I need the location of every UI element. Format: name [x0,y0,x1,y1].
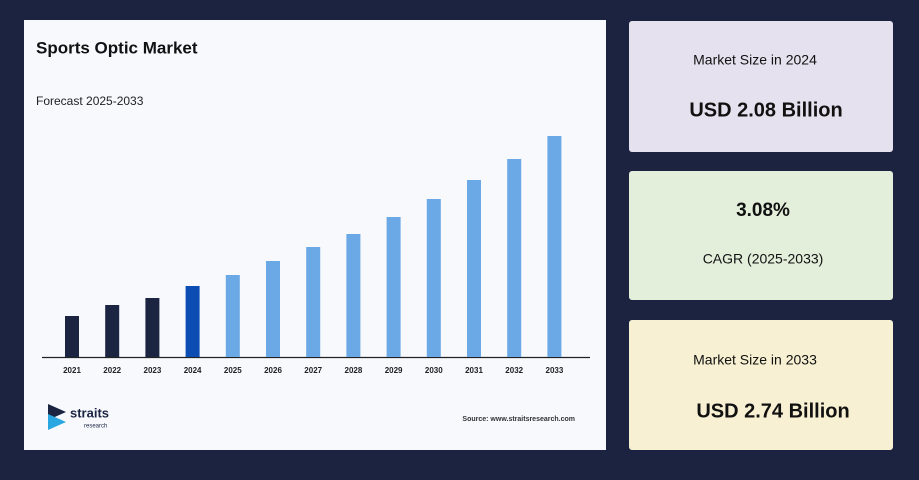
x-tick-label: 2022 [103,366,121,375]
x-tick-label: 2023 [144,366,162,375]
x-tick-label: 2032 [505,366,523,375]
x-tick-label: 2031 [465,366,483,375]
bar [306,247,321,357]
chart-title: Sports Optic Market [36,38,198,57]
logo-name: straits [70,405,109,420]
x-tick-label: 2026 [264,366,282,375]
logo-icon [48,414,66,430]
x-tick-label: 2021 [63,366,81,375]
card-label: CAGR (2025-2033) [703,251,824,267]
bar [507,159,522,357]
bar [225,275,240,357]
x-tick-label: 2027 [304,366,322,375]
source: Source: www.straitsresearch.com [462,416,575,423]
card-value: USD 2.08 Billion [689,99,842,121]
logo-sub: research [84,424,107,430]
x-tick-label: 2028 [345,366,363,375]
x-tick-label: 2030 [425,366,443,375]
x-tick-label: 2024 [184,366,202,375]
card-value: 3.08% [736,200,790,221]
bar [426,199,441,357]
card-label: Market Size in 2033 [693,352,817,368]
bar [386,217,401,357]
x-tick-label: 2033 [546,366,564,375]
bar [145,298,160,357]
bar [467,180,481,357]
bar [185,286,200,357]
card-value: USD 2.74 Billion [696,400,849,422]
card [629,171,893,300]
x-tick-label: 2029 [385,366,403,375]
bar [346,234,361,357]
chart-subtitle: Forecast 2025-2033 [36,94,144,108]
card [629,320,893,450]
bar [266,261,280,357]
bar [105,305,120,357]
card [629,21,893,152]
bar [65,316,79,357]
x-tick-label: 2025 [224,366,242,375]
bar [547,136,562,357]
logo: straits research [48,404,109,430]
card-label: Market Size in 2024 [693,52,817,68]
